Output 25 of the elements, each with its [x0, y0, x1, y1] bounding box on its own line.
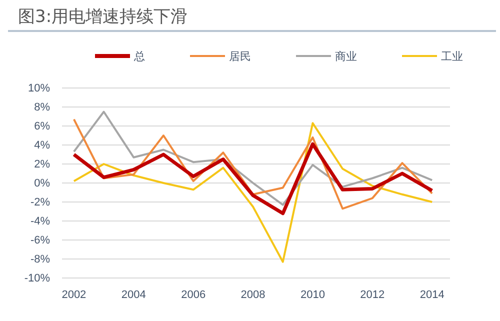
legend-label: 工业 [441, 50, 463, 63]
x-tick-label: 2002 [62, 288, 86, 301]
line-series [72, 122, 434, 263]
y-tick-label: 2% [34, 158, 50, 171]
legend-label: 总 [133, 50, 145, 63]
y-tick-label: 4% [34, 140, 50, 152]
y-tick-label: -2% [30, 196, 50, 209]
x-tick-label: 2008 [240, 288, 266, 301]
y-tick-label: 6% [34, 120, 50, 133]
x-tick-label: 2004 [121, 288, 146, 301]
legend-label: 居民 [229, 50, 251, 63]
x-tick-label: 2006 [181, 288, 206, 301]
y-tick-label: -8% [30, 254, 50, 266]
x-tick-label: 2012 [360, 288, 385, 301]
y-tick-label: 10% [28, 82, 50, 95]
y-tick-label: -6% [30, 234, 50, 247]
legend-label: 商业 [335, 50, 357, 63]
chart-title: 图3:用电增速持续下滑 [18, 7, 188, 27]
y-tick-label: 8% [34, 102, 50, 114]
x-tick-label: 2010 [300, 288, 325, 301]
line-series [72, 142, 434, 216]
y-tick-label: -10% [24, 272, 50, 285]
y-tick-label: 0% [34, 178, 50, 190]
x-tick-label: 2014 [420, 288, 444, 301]
y-tick-label: -4% [30, 216, 50, 228]
